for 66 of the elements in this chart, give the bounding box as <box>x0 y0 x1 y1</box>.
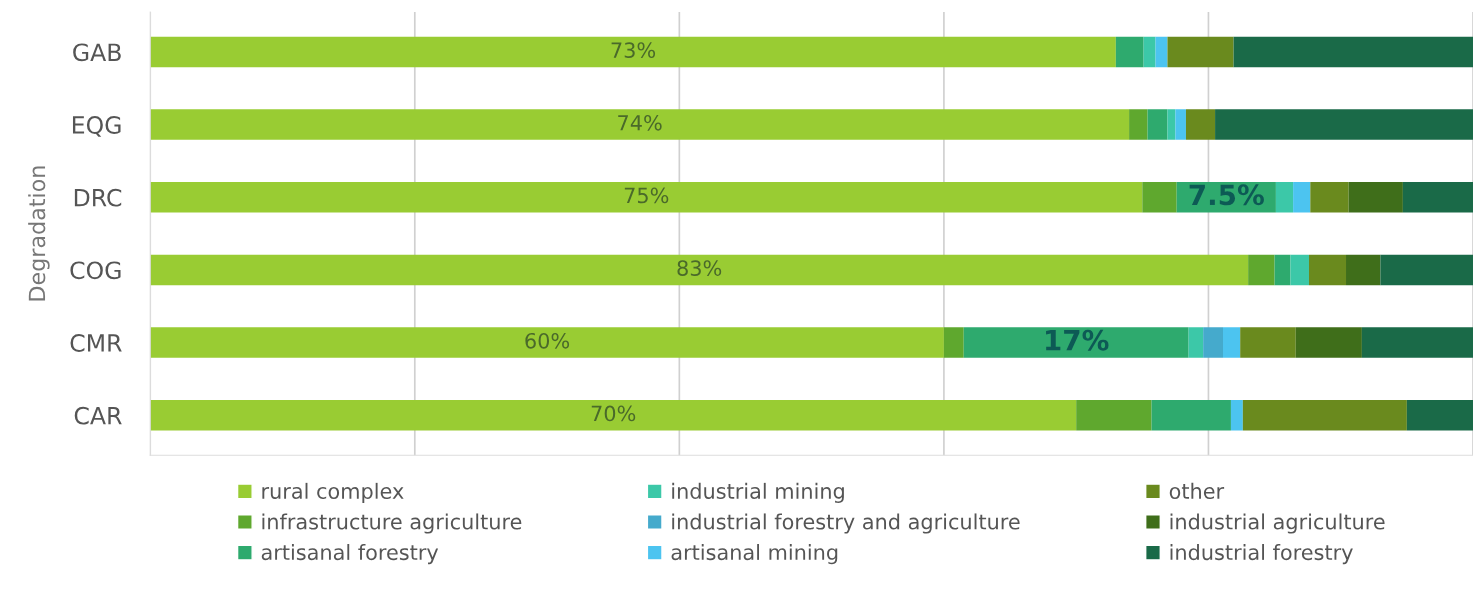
data-label: 75% <box>624 187 669 204</box>
bar <box>1380 254 1473 286</box>
bar <box>1076 400 1152 431</box>
bar <box>150 254 1249 286</box>
bar <box>1346 254 1381 286</box>
legend-label: industrial mining <box>672 482 844 504</box>
data-label: 74% <box>618 114 662 131</box>
bar <box>1361 327 1473 358</box>
bar <box>1185 109 1216 140</box>
legend-label: infrastructure agriculture <box>262 513 522 534</box>
y-tick-label: GAB <box>73 43 121 62</box>
bar <box>1274 254 1291 286</box>
bar <box>150 109 1130 140</box>
bar <box>943 327 964 358</box>
legend-label: other <box>1169 482 1225 499</box>
bar <box>1248 254 1275 286</box>
bar <box>1129 109 1148 140</box>
bar <box>1402 182 1473 213</box>
data-label: 17% <box>1046 329 1109 351</box>
bar <box>963 327 1189 358</box>
bar <box>1188 327 1204 358</box>
legend-label: rural complex <box>262 482 404 504</box>
legend-label: industrial agriculture <box>1170 513 1385 534</box>
legend-label: industrial forestry <box>1170 544 1353 565</box>
data-label: 60% <box>525 332 570 349</box>
bar <box>150 400 1077 431</box>
bar <box>1348 182 1403 213</box>
bar <box>1147 109 1168 140</box>
bar <box>1406 400 1473 431</box>
bar <box>1167 109 1176 140</box>
y-tick-label: CMR <box>70 334 122 352</box>
bar <box>1151 400 1231 431</box>
data-label: 73% <box>611 42 656 58</box>
data-label: 70% <box>591 405 636 422</box>
bar <box>1233 36 1473 68</box>
y-tick-label: CAR <box>74 406 122 425</box>
bar <box>1167 36 1234 68</box>
bar <box>1203 327 1223 358</box>
bar <box>1290 254 1309 286</box>
bar <box>1142 182 1177 213</box>
bar <box>1215 109 1473 140</box>
y-tick-label: COG <box>70 261 121 280</box>
bar <box>1155 36 1168 68</box>
bar <box>1310 182 1349 213</box>
bar <box>150 36 1116 68</box>
y-tick-label: DRC <box>74 188 122 207</box>
bar <box>150 182 1143 213</box>
bar <box>1223 327 1241 358</box>
bar <box>1242 400 1407 431</box>
data-label: 83% <box>677 260 722 276</box>
bar <box>1115 36 1144 68</box>
bar <box>1230 400 1243 431</box>
bar <box>1143 36 1156 68</box>
bar <box>150 327 944 358</box>
legend-label: industrial forestry and agriculture <box>672 513 1020 534</box>
bar <box>1293 182 1311 213</box>
bar <box>1308 254 1347 286</box>
y-axis-title: Degradation <box>28 166 50 301</box>
legend-label: artisanal mining <box>671 544 838 565</box>
y-tick-label: EQG <box>72 116 121 137</box>
data-label: 7.5% <box>1189 184 1264 206</box>
bar <box>1295 327 1362 358</box>
bar <box>1175 109 1186 140</box>
legend-label: artisanal forestry <box>261 544 439 565</box>
bar <box>1240 327 1296 358</box>
bar <box>1275 182 1294 213</box>
